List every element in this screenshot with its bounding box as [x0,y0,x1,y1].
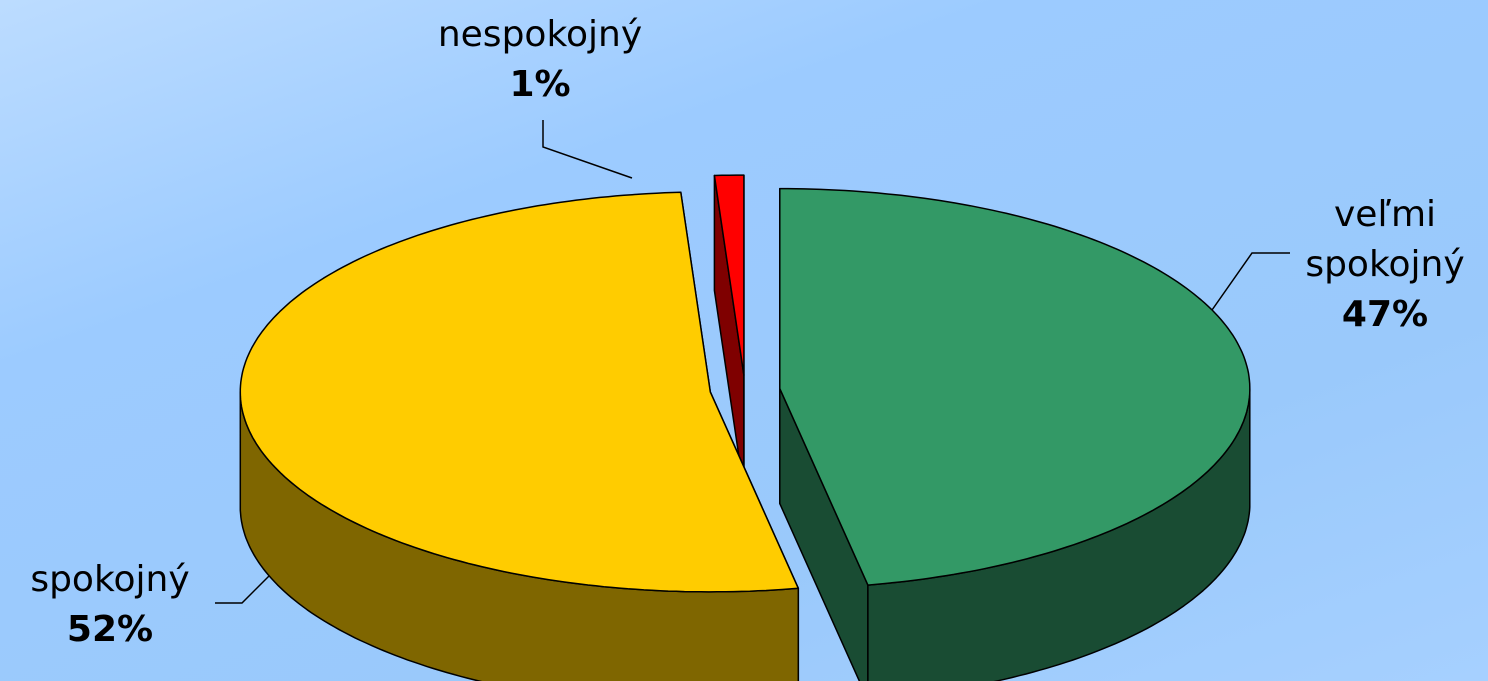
slice [713,174,745,376]
value-label: 52% [66,609,154,650]
value-label: 47% [1341,294,1429,335]
value-label: 1% [509,64,571,105]
slice [779,187,1251,586]
slice [239,191,800,593]
slice-label: veľmi spokojný 47% [1270,190,1488,340]
category-label: veľmi spokojný [1305,194,1465,285]
leader-line [1204,252,1290,321]
slice-label: spokojný 52% [0,555,220,655]
leader-line [542,120,633,179]
category-label: nespokojný [437,14,643,55]
category-label: spokojný [30,559,190,600]
slice-label: nespokojný 1% [400,10,680,110]
